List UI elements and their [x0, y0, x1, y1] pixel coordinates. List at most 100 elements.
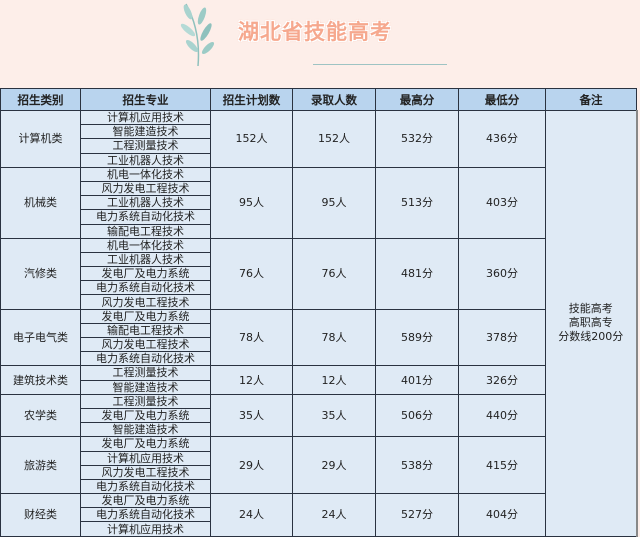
- major-cell: 工程测量技术: [80, 365, 211, 381]
- table-row: 输配电工程技术: [1, 223, 637, 239]
- header-admitted: 录取人数: [292, 88, 376, 111]
- plan-cell: 95人: [210, 166, 293, 239]
- min-score-cell: 360分: [458, 237, 546, 310]
- major-cell: 工程测量技术: [80, 138, 211, 154]
- admitted-cell: 24人: [292, 493, 376, 537]
- min-score-cell: 436分: [458, 110, 546, 168]
- admitted-cell: 76人: [292, 237, 376, 310]
- min-score-cell: 403分: [458, 166, 546, 239]
- table-row: 智能建造技术: [1, 379, 637, 395]
- major-cell: 计算机应用技术: [80, 521, 211, 537]
- major-cell: 风力发电工程技术: [80, 180, 211, 197]
- title-underline: [313, 64, 447, 65]
- min-score-cell: 404分: [458, 493, 546, 537]
- max-score-cell: 506分: [375, 393, 459, 438]
- table-row: 智能建造技术: [1, 124, 637, 140]
- leaf-branch-icon: [180, 3, 215, 66]
- major-cell: 发电厂及电力系统: [80, 436, 211, 452]
- table-row: 建筑技术类 工程测量技术 12人 12人 401分 326分: [0, 365, 637, 395]
- admitted-cell: 95人: [292, 166, 376, 239]
- header-major: 招生专业: [80, 88, 211, 111]
- table-row: 财经类 发电厂及电力系统 24人 24人 527分 404分: [0, 493, 637, 537]
- major-cell: 工程测量技术: [80, 393, 211, 409]
- note-cell: 技能高考 高职高专 分数线200分: [545, 110, 638, 537]
- major-cell: 工业机器人技术: [80, 195, 211, 211]
- admitted-cell: 29人: [292, 436, 376, 495]
- page-title: 湖北省技能高考: [238, 20, 392, 44]
- max-score-cell: 527分: [375, 493, 459, 537]
- plan-cell: 12人: [210, 365, 293, 395]
- table-row: 工程测量技术: [1, 138, 637, 154]
- major-cell: 机电一体化技术: [80, 237, 211, 253]
- table-row: 电力系统自动化技术: [1, 478, 637, 495]
- header-plan: 招生计划数: [210, 88, 293, 111]
- major-cell: 电力系统自动化技术: [80, 209, 211, 225]
- plan-cell: 35人: [210, 393, 293, 438]
- plan-cell: 24人: [210, 493, 293, 537]
- category-cell: 计算机类: [0, 110, 81, 168]
- min-score-cell: 378分: [458, 308, 546, 367]
- plan-cell: 78人: [210, 308, 293, 367]
- note-line: 分数线200分: [558, 330, 624, 344]
- table-row: 工业机器人技术: [1, 152, 637, 168]
- category-cell: 电子电气类: [0, 308, 81, 367]
- table-row: 农学类 工程测量技术 35人 35人 506分 440分: [0, 393, 637, 438]
- major-cell: 发电厂及电力系统: [80, 407, 211, 424]
- major-cell: 工业机器人技术: [80, 152, 211, 168]
- category-cell: 旅游类: [0, 436, 81, 495]
- banner: 湖北省技能高考: [0, 0, 640, 88]
- header-max-score: 最高分: [375, 88, 459, 111]
- admitted-cell: 152人: [292, 110, 376, 168]
- table-row: 计算机类 计算机应用技术 152人 152人 532分 436分 技能高考 高职高专 分数线20…: [0, 109, 638, 537]
- major-cell: 智能建造技术: [80, 422, 211, 438]
- table-row: 旅游类 发电厂及电力系统 29人 29人 538分 415分: [0, 436, 637, 495]
- note-line: 技能高考: [568, 302, 613, 316]
- table-row: 电子电气类 发电厂及电力系统 78人 78人 589分 378分: [0, 308, 637, 367]
- header-note: 备注: [545, 88, 637, 111]
- major-cell: 智能建造技术: [80, 124, 211, 140]
- category-cell: 机械类: [0, 166, 81, 239]
- header-category: 招生类别: [0, 88, 81, 111]
- admitted-cell: 78人: [292, 308, 376, 367]
- table-row: 输配电工程技术: [1, 322, 637, 339]
- admitted-cell: 35人: [292, 393, 376, 438]
- table-row: 智能建造技术: [1, 422, 637, 438]
- major-cell: 发电厂及电力系统: [80, 308, 211, 324]
- major-cell: 发电厂及电力系统: [80, 266, 211, 282]
- table-header-row: 招生类别 招生专业 招生计划数 录取人数 最高分 最低分 备注: [0, 88, 637, 111]
- table-row: 电力系统自动化技术: [1, 351, 637, 367]
- major-cell: 电力系统自动化技术: [80, 478, 211, 495]
- header-min-score: 最低分: [458, 88, 546, 111]
- note-line: 高职高专: [568, 316, 613, 330]
- plan-cell: 152人: [210, 110, 293, 168]
- table-row: 风力发电工程技术: [1, 336, 637, 353]
- max-score-cell: 481分: [375, 237, 459, 310]
- max-score-cell: 513分: [375, 166, 459, 239]
- min-score-cell: 440分: [458, 393, 546, 438]
- major-cell: 机电一体化技术: [80, 166, 211, 182]
- major-cell: 发电厂及电力系统: [80, 493, 211, 509]
- max-score-cell: 401分: [375, 365, 459, 395]
- category-cell: 财经类: [0, 493, 81, 537]
- major-cell: 电力系统自动化技术: [80, 280, 211, 296]
- plan-cell: 76人: [210, 237, 293, 310]
- major-cell: 输配电工程技术: [80, 223, 211, 239]
- major-cell: 输配电工程技术: [80, 322, 211, 339]
- table-row: 计算机应用技术: [1, 450, 637, 466]
- category-cell: 农学类: [0, 393, 81, 438]
- category-cell: 建筑技术类: [0, 365, 81, 395]
- major-cell: 风力发电工程技术: [80, 464, 211, 480]
- table-row: 机械类 机电一体化技术 95人 95人 513分 403分: [0, 166, 637, 239]
- min-score-cell: 326分: [458, 365, 546, 395]
- max-score-cell: 538分: [375, 436, 459, 495]
- table-row: 工业机器人技术: [1, 251, 637, 268]
- major-cell: 计算机应用技术: [80, 109, 211, 126]
- major-cell: 工业机器人技术: [80, 251, 211, 268]
- max-score-cell: 589分: [375, 308, 459, 367]
- major-cell: 电力系统自动化技术: [80, 351, 211, 367]
- min-score-cell: 415分: [458, 436, 546, 495]
- major-cell: 智能建造技术: [80, 379, 211, 395]
- major-cell: 计算机应用技术: [80, 450, 211, 466]
- table-row: 电力系统自动化技术: [1, 507, 637, 523]
- major-cell: 风力发电工程技术: [80, 294, 211, 310]
